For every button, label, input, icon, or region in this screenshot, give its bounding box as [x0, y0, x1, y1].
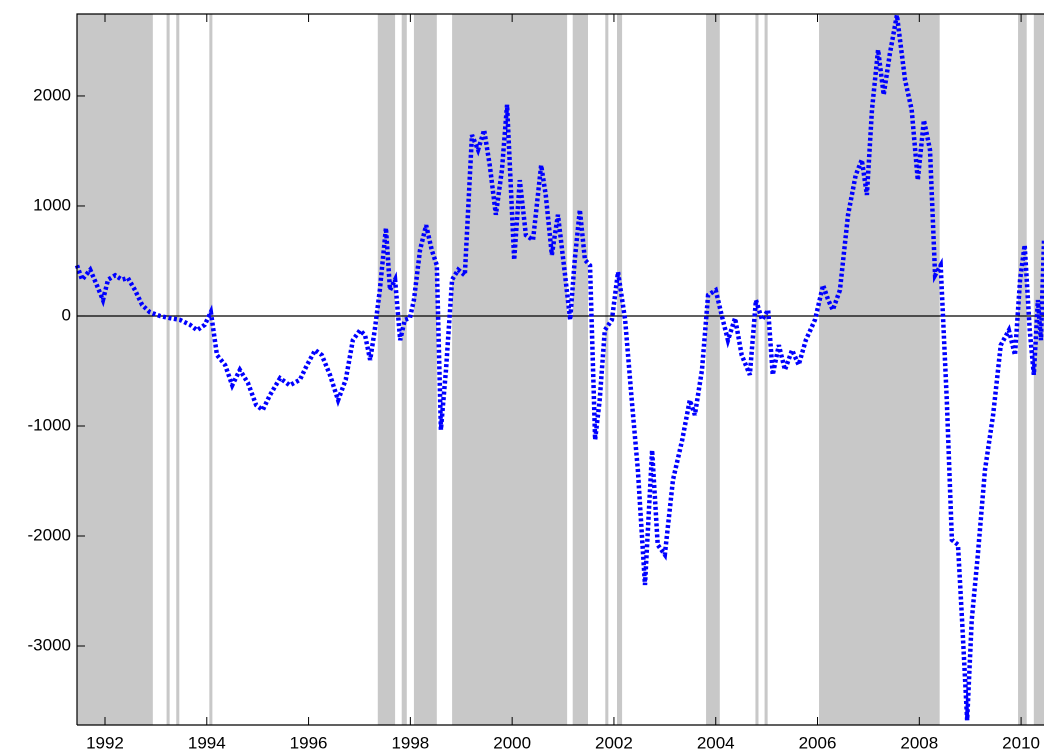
shaded-region: [452, 14, 568, 725]
shaded-region: [1033, 14, 1044, 725]
x-tick-label: 2002: [595, 733, 633, 752]
shaded-region: [166, 14, 170, 725]
data-line: [74, 14, 1044, 721]
x-tick-label: 2000: [493, 733, 531, 752]
x-tick-label: 2006: [799, 733, 837, 752]
shaded-region: [572, 14, 588, 725]
shaded-region: [755, 14, 759, 725]
shaded-region: [413, 14, 437, 725]
shaded-region: [819, 14, 940, 725]
shaded-region: [706, 14, 720, 725]
shaded-region: [1018, 14, 1027, 725]
x-tick-label: 1998: [391, 733, 429, 752]
shaded-region: [616, 14, 623, 725]
axes-frame: [76, 13, 1044, 726]
shaded-region: [176, 14, 180, 725]
x-tick-label: 2008: [900, 733, 938, 752]
y-tick-label: 2000: [33, 85, 71, 104]
x-tick-label: 2010: [1002, 733, 1040, 752]
y-tick-label: -3000: [28, 635, 71, 654]
shaded-region: [77, 14, 153, 725]
shaded-region: [764, 14, 768, 725]
x-tick-label: 2004: [697, 733, 735, 752]
x-tick-label: 1996: [290, 733, 328, 752]
y-tick-label: 1000: [33, 195, 71, 214]
x-tick-label: 1994: [188, 733, 226, 752]
y-tick-label: 0: [62, 305, 71, 324]
shaded-region: [605, 14, 609, 725]
shaded-region: [377, 14, 396, 725]
shaded-region: [401, 14, 407, 725]
x-tick-label: 1992: [86, 733, 124, 752]
y-tick-label: -1000: [28, 415, 71, 434]
y-tick-label: -2000: [28, 525, 71, 544]
shaded-region: [209, 14, 213, 725]
